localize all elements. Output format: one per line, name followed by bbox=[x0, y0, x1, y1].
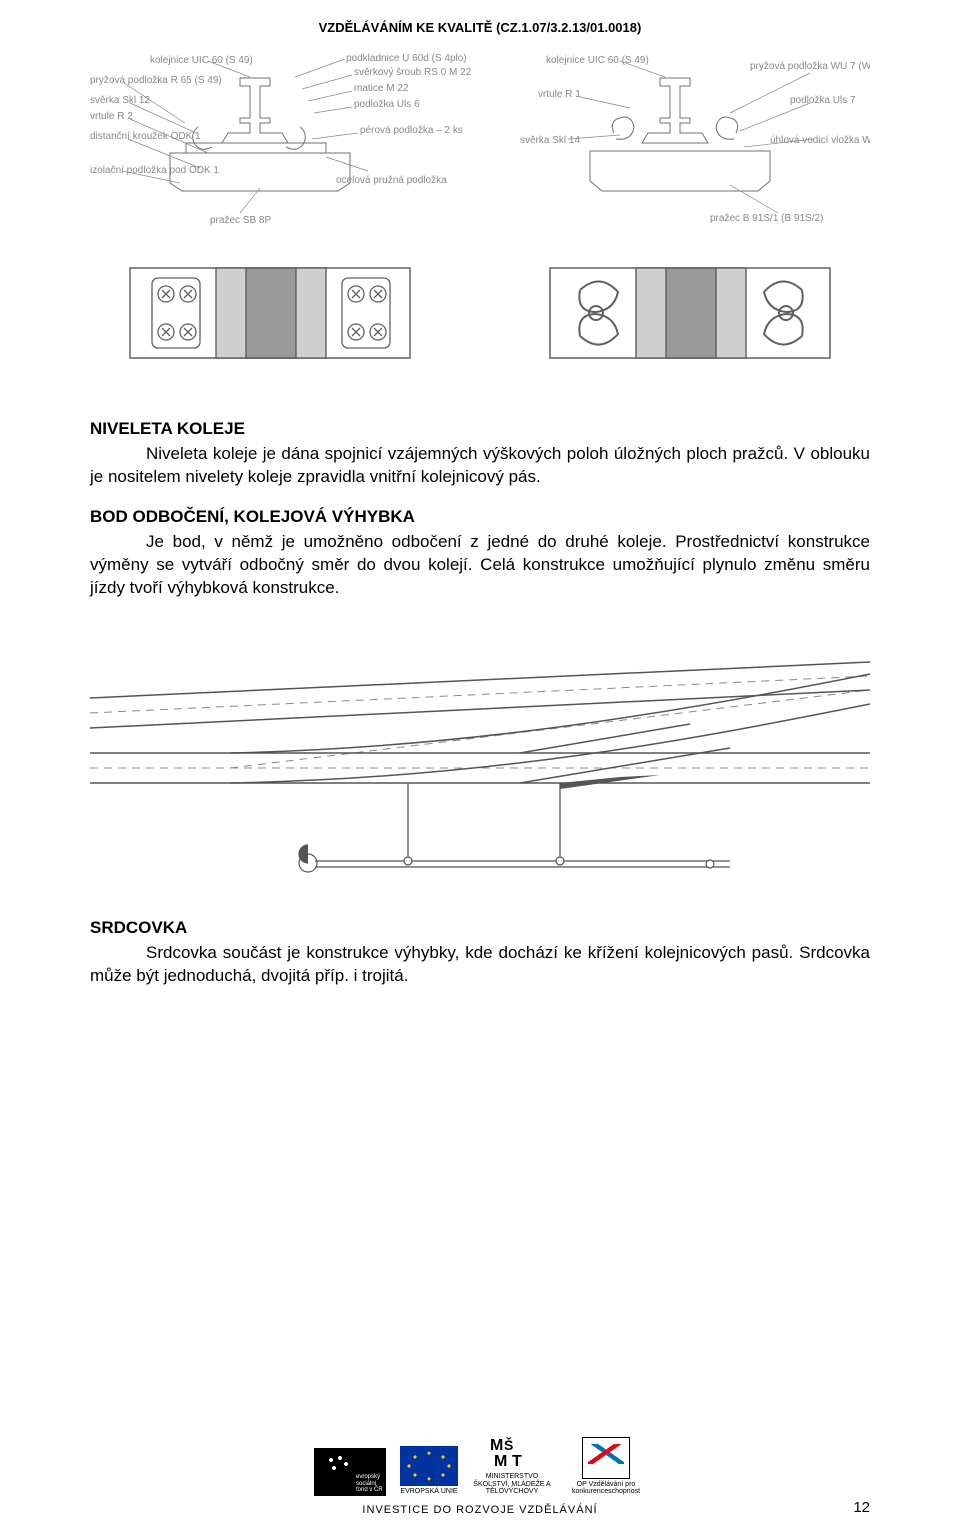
page-header: VZDĚLÁVÁNÍM KE KVALITĚ (CZ.1.07/3.2.13/0… bbox=[90, 20, 870, 35]
section-title: SRDCOVKA bbox=[90, 918, 870, 938]
label: pryžová podložka R 65 (S 49) bbox=[90, 75, 222, 86]
svg-text:M: M bbox=[490, 1437, 503, 1454]
label: svěrka Skl 14 bbox=[520, 135, 580, 146]
section-bod-odboceni: BOD ODBOČENÍ, KOLEJOVÁ VÝHYBKA Je bod, v… bbox=[90, 507, 870, 600]
label: svěrkový šroub RS 0 M 22 bbox=[354, 67, 472, 78]
page-number: 12 bbox=[853, 1499, 870, 1516]
section-srdcovka: SRDCOVKA Srdcovka součást je konstrukce … bbox=[90, 918, 870, 988]
label: svěrka Skl 12 bbox=[90, 95, 150, 106]
footer-tagline: INVESTICE DO ROZVOJE VZDĚLÁVÁNÍ bbox=[0, 1504, 960, 1516]
svg-text:Š: Š bbox=[504, 1436, 513, 1453]
label: distanční kroužek ODK 1 bbox=[90, 131, 201, 142]
label: izolační podložka pod ODK 1 bbox=[90, 165, 219, 176]
turnout-diagram bbox=[90, 618, 870, 888]
section-body: Je bod, v němž je umožněno odbočení z je… bbox=[90, 531, 870, 600]
label: pražec B 91S/1 (B 91S/2) bbox=[710, 213, 823, 224]
label: matice M 22 bbox=[354, 83, 409, 94]
rail-fastening-diagram: kolejnice UIC 60 (S 49) pryžová podložka… bbox=[90, 53, 870, 393]
logo-eu: EVROPSKÁ UNIE bbox=[400, 1446, 458, 1496]
label: podkladnice U 60d (S 4plo) bbox=[346, 53, 467, 64]
label: vrtule R 2 bbox=[90, 111, 133, 122]
logo-msmt: M Š M T MINISTERSTVO ŠKOLSTVÍ, MLÁDEŽE A… bbox=[472, 1431, 552, 1496]
label: pražec SB 8P bbox=[210, 215, 271, 226]
section-body: Srdcovka součást je konstrukce výhybky, … bbox=[90, 942, 870, 988]
section-body: Niveleta koleje je dána spojnicí vzájemn… bbox=[90, 443, 870, 489]
footer: evropský sociální fond v ČR EVROPSKÁ UNI… bbox=[0, 1431, 960, 1516]
section-niveleta: NIVELETA KOLEJE Niveleta koleje je dána … bbox=[90, 419, 870, 489]
label: pryžová podložka WU 7 (WS 7) bbox=[750, 61, 870, 72]
svg-text:T: T bbox=[512, 1453, 522, 1468]
label: kolejnice UIC 60 (S 49) bbox=[150, 55, 253, 66]
label: pérová podložka – 2 ks bbox=[360, 125, 463, 136]
label: úhlová vodicí vložka Wfp 14K bbox=[770, 135, 870, 146]
section-title: NIVELETA KOLEJE bbox=[90, 419, 870, 439]
label: podložka Uls 7 bbox=[790, 95, 856, 106]
label: vrtule R 1 bbox=[538, 89, 581, 100]
logo-esf: evropský sociální fond v ČR bbox=[314, 1448, 386, 1496]
label: kolejnice UIC 60 (S 49) bbox=[546, 55, 649, 66]
label: ocelová pružná podložka bbox=[336, 175, 447, 186]
label: podložka Uls 6 bbox=[354, 99, 420, 110]
section-title: BOD ODBOČENÍ, KOLEJOVÁ VÝHYBKA bbox=[90, 507, 870, 527]
svg-text:M: M bbox=[494, 1453, 507, 1468]
logo-op: OP Vzdělávání pro konkurenceschopnost bbox=[566, 1437, 646, 1496]
